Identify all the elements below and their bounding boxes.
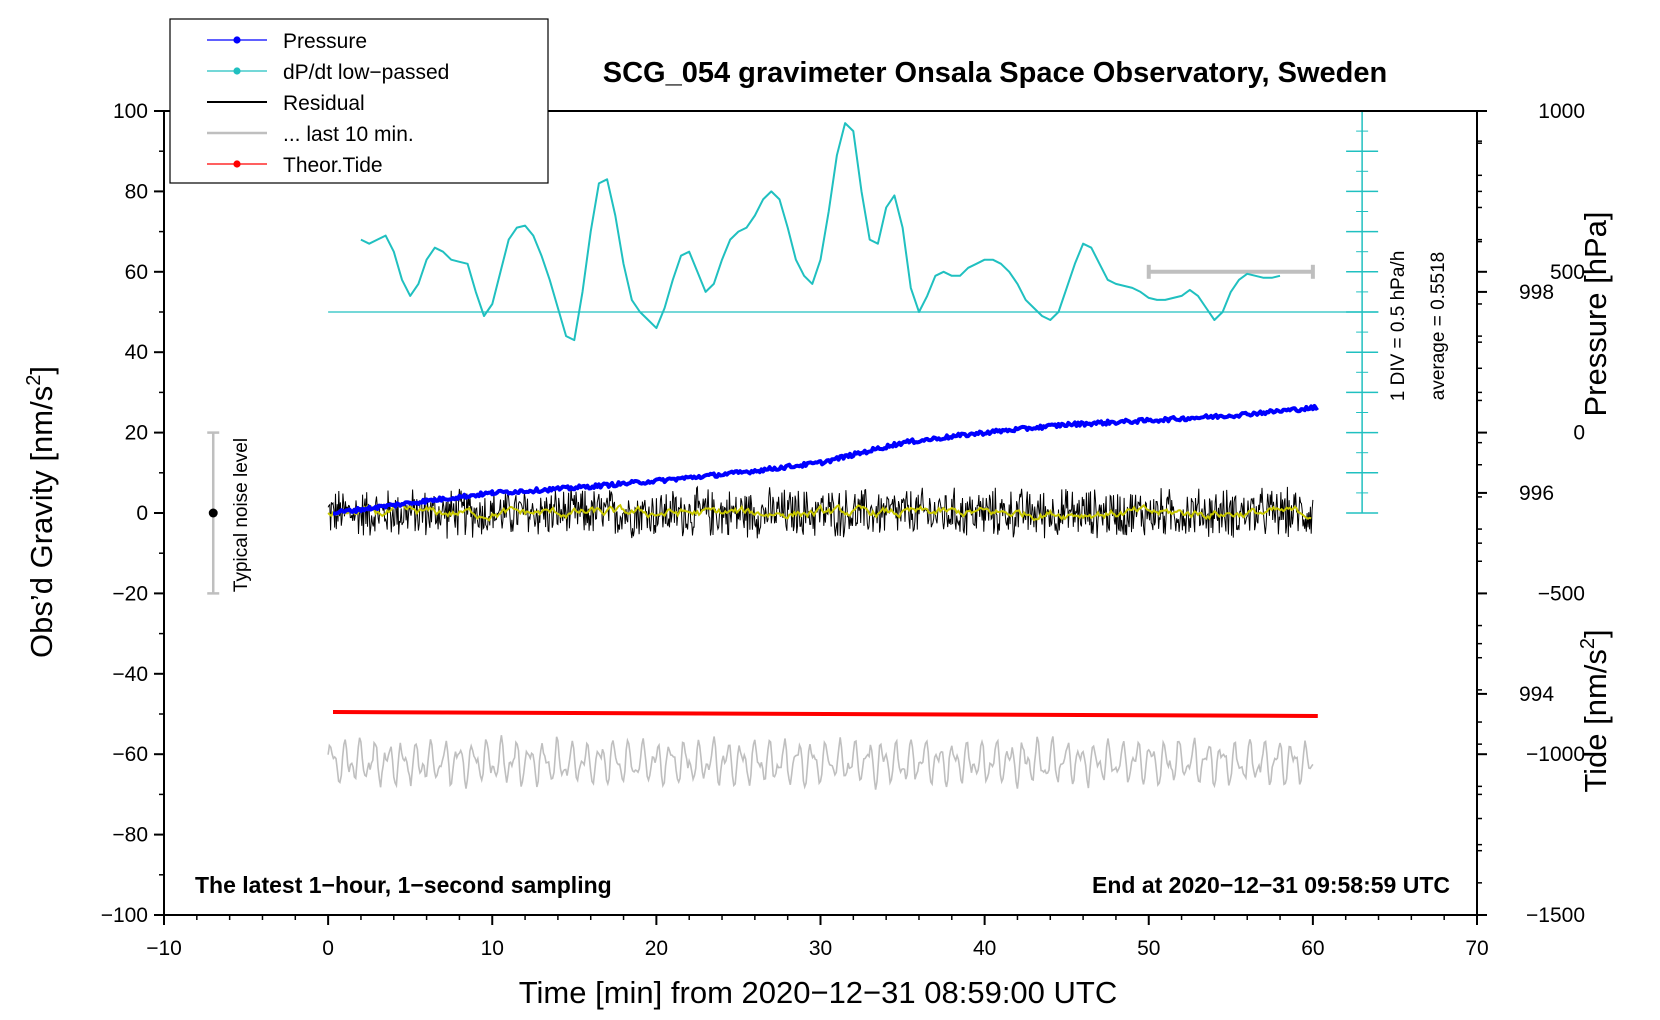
left-axis-title: Obs’d Gravity [nm/s2] xyxy=(23,366,59,658)
legend-dpdt-marker xyxy=(233,67,241,75)
y-left-tick-label: 40 xyxy=(125,341,148,364)
legend-last10-label: ... last 10 min. xyxy=(283,123,414,146)
x-tick-label: −10 xyxy=(146,937,182,960)
tide-axis-title-main: Tide [nm/s xyxy=(1578,649,1613,793)
footer-left-label: The latest 1−hour, 1−second sampling xyxy=(195,872,612,898)
legend-pressure-marker xyxy=(233,36,241,44)
noise-level-label: Typical noise level xyxy=(231,438,252,592)
legend-dpdt-label: dP/dt low−passed xyxy=(283,61,449,84)
pressure-tick-label: 998 xyxy=(1519,281,1554,304)
legend-tide-label: Theor.Tide xyxy=(283,154,383,177)
x-tick-label: 10 xyxy=(481,937,504,960)
left-axis-title-sup: 2 xyxy=(23,375,45,386)
y-left-tick-label: 20 xyxy=(125,422,148,445)
x-tick-label: 50 xyxy=(1137,937,1160,960)
legend: Pressure dP/dt low−passed Residual ... l… xyxy=(169,18,549,184)
dpdt-average-label: average = 0.5518 xyxy=(1428,252,1449,400)
tide-axis-title-close: ] xyxy=(1578,629,1613,638)
dpdt-series xyxy=(360,122,1281,342)
tide-tick-label: −500 xyxy=(1538,582,1585,605)
pressure-series xyxy=(332,404,1319,516)
dpdt-div-label: 1 DIV = 0.5 hPa/h xyxy=(1388,251,1409,402)
residual-smoothed-series xyxy=(327,502,1312,522)
y-left-tick-label: 60 xyxy=(125,261,148,284)
pressure-tick-label: 994 xyxy=(1519,683,1554,706)
y-left-tick-label: −40 xyxy=(112,663,148,686)
noise-level-dot xyxy=(208,508,218,518)
legend-tide-marker xyxy=(233,160,241,168)
residual-series xyxy=(327,485,1314,539)
theoretical-tide-series xyxy=(332,710,1318,718)
tide-tick-label: −1000 xyxy=(1526,743,1585,766)
tide-tick-label: −1500 xyxy=(1526,904,1585,927)
chart-title: SCG_054 gravimeter Onsala Space Observat… xyxy=(603,57,1387,89)
legend-residual-label: Residual xyxy=(283,92,365,115)
last-10-min-series xyxy=(327,735,1314,790)
left-axis-title-close: ] xyxy=(24,366,59,375)
x-tick-label: 30 xyxy=(809,937,832,960)
y-left-tick-label: −80 xyxy=(112,824,148,847)
x-tick-label: 0 xyxy=(322,937,334,960)
tide-tick-label: 500 xyxy=(1550,261,1585,284)
left-axis-title-main: Obs’d Gravity [nm/s xyxy=(24,386,59,658)
x-axis-title: Time [min] from 2020−12−31 08:59:00 UTC xyxy=(519,975,1118,1010)
x-tick-label: 20 xyxy=(645,937,668,960)
footer-right-label: End at 2020−12−31 09:58:59 UTC xyxy=(1092,872,1450,898)
pressure-tick-label: 996 xyxy=(1519,482,1554,505)
axes-layer: −10 0 10 20 30 40 50 60 70100806040200−20−40−60−… xyxy=(101,100,1585,960)
y-left-tick-label: −20 xyxy=(112,582,148,605)
tide-axis-title: Tide [nm/s2] xyxy=(1577,629,1613,792)
y-left-tick-label: 100 xyxy=(113,100,148,123)
tide-tick-label: 1000 xyxy=(1538,100,1585,123)
y-left-tick-label: −60 xyxy=(112,743,148,766)
x-tick-label: 70 xyxy=(1465,937,1488,960)
pressure-axis-title: Pressure [hPa] xyxy=(1578,211,1613,416)
tide-axis-title-sup: 2 xyxy=(1577,638,1599,649)
y-left-tick-label: 0 xyxy=(136,502,148,525)
tide-tick-label: 0 xyxy=(1573,422,1585,445)
y-left-tick-label: −100 xyxy=(101,904,148,927)
x-tick-label: 40 xyxy=(973,937,996,960)
x-tick-label: 60 xyxy=(1301,937,1324,960)
data-layer xyxy=(207,110,1379,790)
legend-pressure-label: Pressure xyxy=(283,30,367,53)
y-left-tick-label: 80 xyxy=(125,180,148,203)
